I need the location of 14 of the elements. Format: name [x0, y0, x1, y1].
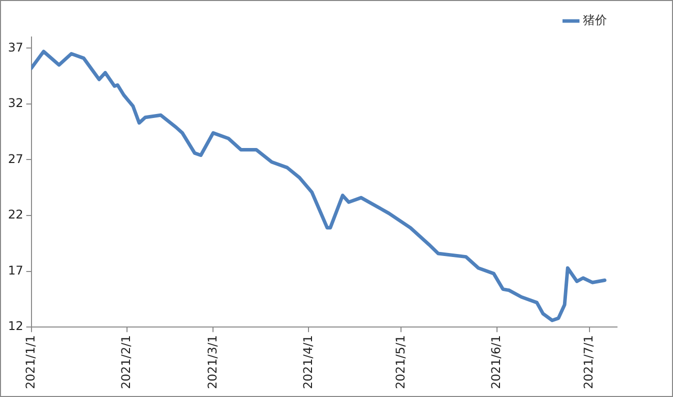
y-tick-label: 37: [8, 40, 24, 54]
x-tick-label: 2021/1/1: [23, 335, 38, 390]
y-tick-label: 12: [8, 319, 24, 334]
x-tick-label: 2021/3/1: [205, 335, 220, 390]
y-tick-label: 17: [8, 263, 24, 278]
x-tick-label: 2021/2/1: [118, 335, 133, 390]
x-tick-label: 2021/7/1: [581, 335, 596, 390]
y-tick-label: 22: [8, 208, 24, 222]
legend-label: 猪价: [583, 13, 607, 28]
x-tick-label: 2021/5/1: [393, 335, 408, 390]
x-tick-label: 2021/6/1: [488, 335, 503, 390]
x-tick-label: 2021/4/1: [300, 335, 315, 390]
y-tick-label: 32: [8, 96, 24, 110]
y-tick-label: 27: [8, 152, 24, 166]
